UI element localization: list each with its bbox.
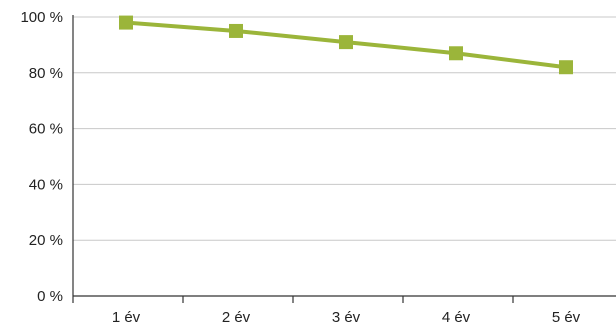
y-tick-label: 20 %: [29, 232, 63, 249]
data-point-marker: [559, 60, 573, 75]
data-point-marker: [119, 15, 133, 30]
y-tick-label: 80 %: [29, 65, 63, 82]
x-tick-label: 4 év: [442, 309, 471, 325]
y-tick-label: 60 %: [29, 121, 63, 138]
series-layer: [119, 15, 573, 75]
y-tick-label: 0 %: [37, 288, 63, 305]
gridlines: [73, 16, 616, 241]
y-tick-labels: 0 % 20 % 40 % 60 % 80 % 100 %: [20, 9, 63, 305]
x-tick-label: 3 év: [332, 309, 361, 325]
x-tick-label: 5 év: [552, 309, 581, 325]
y-tick-label: 100 %: [20, 9, 63, 26]
data-point-marker: [449, 46, 463, 61]
x-tick-label: 2 év: [222, 309, 251, 325]
axes: [72, 15, 616, 303]
y-tick-label: 40 %: [29, 176, 63, 193]
data-point-marker: [339, 35, 353, 50]
data-point-marker: [229, 23, 243, 38]
x-tick-label: 1 év: [112, 309, 141, 325]
x-tick-labels: 1 év 2 év 3 év 4 év 5 év: [112, 309, 581, 325]
